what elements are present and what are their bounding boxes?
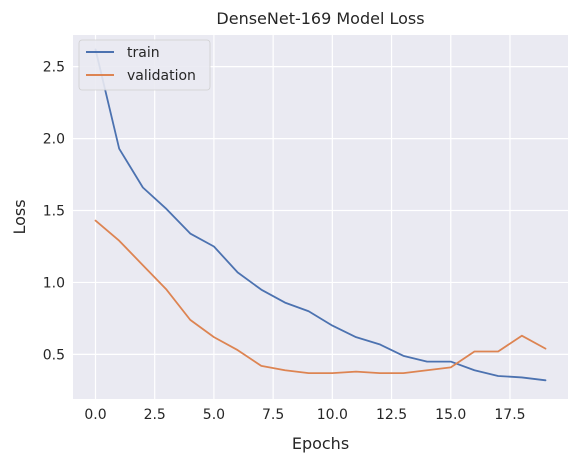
series-line-train <box>94 48 547 382</box>
series-line-validation <box>94 219 547 375</box>
y-tick-label: 2.0 <box>43 132 65 148</box>
legend-label-validation: validation <box>127 68 196 84</box>
x-axis-label: Epochs <box>292 434 349 453</box>
y-tick-label: 0.5 <box>43 347 65 363</box>
x-tick-label: 5.0 <box>203 407 225 423</box>
legend-label-train: train <box>127 45 160 61</box>
x-tick-label: 10.0 <box>317 407 348 423</box>
x-tick-label: 12.5 <box>376 407 407 423</box>
y-tick-label: 2.5 <box>43 60 65 76</box>
chart-title: DenseNet-169 Model Loss <box>216 9 424 28</box>
x-tick-label: 15.0 <box>435 407 466 423</box>
y-tick-label: 1.0 <box>43 275 65 291</box>
tick-labels: 0.0 2.5 5.0 7.5 10.0 12.5 15.0 17.5 0.5 1.0 1.5 2.0… <box>43 60 526 423</box>
x-tick-label: 17.5 <box>494 407 525 423</box>
x-tick-label: 7.5 <box>262 407 284 423</box>
x-tick-label: 0.0 <box>84 407 106 423</box>
series-lines <box>94 48 547 382</box>
x-tick-label: 2.5 <box>144 407 166 423</box>
y-axis-label: Loss <box>10 199 29 234</box>
legend: train validation <box>78 39 211 91</box>
plot-area <box>73 35 568 399</box>
y-tick-label: 1.5 <box>43 204 65 220</box>
